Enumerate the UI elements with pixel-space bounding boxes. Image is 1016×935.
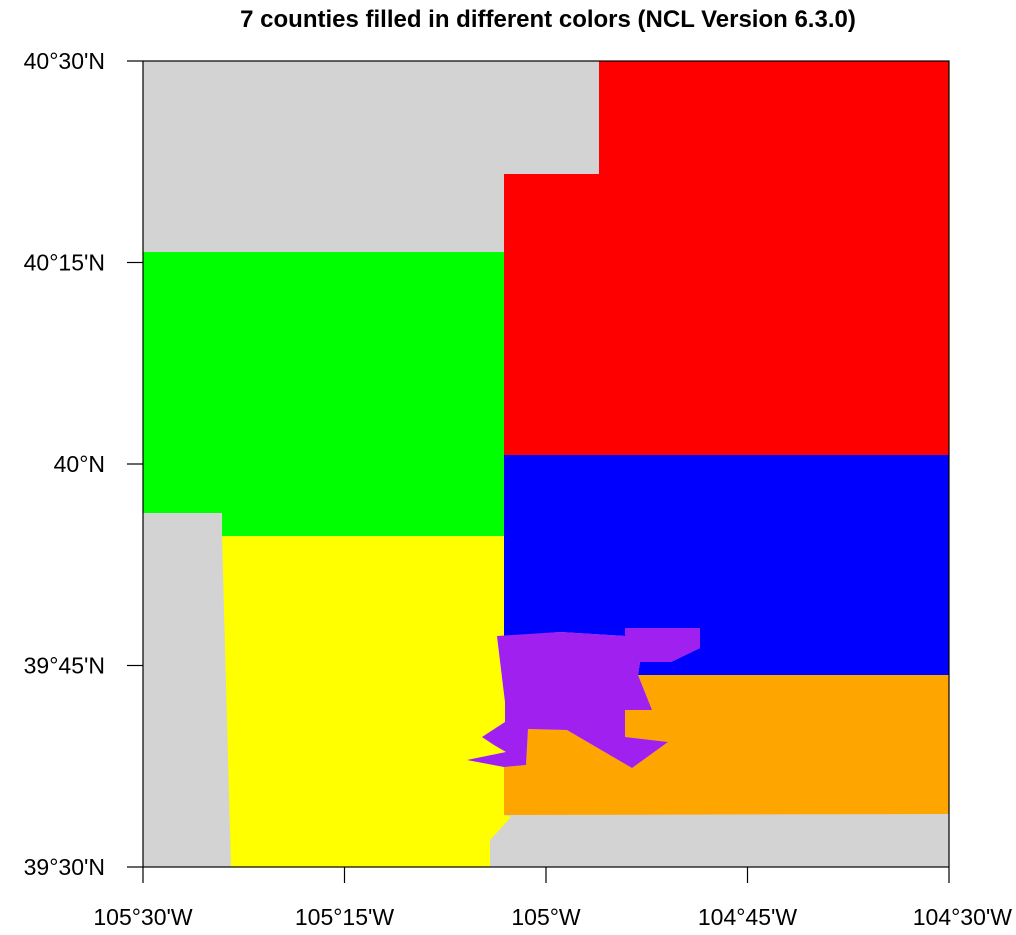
longitude-ticks: 105°30'W 105°15'W 105°W 104°45'W 104°30'W [93,867,1012,930]
lon-tick-label: 104°45'W [698,904,798,930]
lat-tick-label: 40°15'N [24,250,105,276]
lat-tick-label: 39°45'N [24,653,105,679]
red-county [504,61,949,455]
green-county [143,252,504,536]
lon-tick-label: 105°30'W [93,904,193,930]
purple-county [467,628,700,768]
lat-tick-label: 39°30'N [24,854,105,880]
map-title: 7 counties filled in different colors (N… [240,6,856,33]
blue-county [504,455,949,675]
lat-tick-label: 40°N [54,451,105,477]
lon-tick-label: 105°W [511,904,581,930]
latitude-ticks: 40°30'N 40°15'N 40°N 39°45'N 39°30'N [24,48,143,880]
lat-tick-label: 40°30'N [24,48,105,74]
lon-tick-label: 104°30'W [913,904,1013,930]
yellow-county [222,536,511,867]
lon-tick-label: 105°15'W [295,904,395,930]
map-panel [142,60,950,868]
orange-county [504,675,949,815]
